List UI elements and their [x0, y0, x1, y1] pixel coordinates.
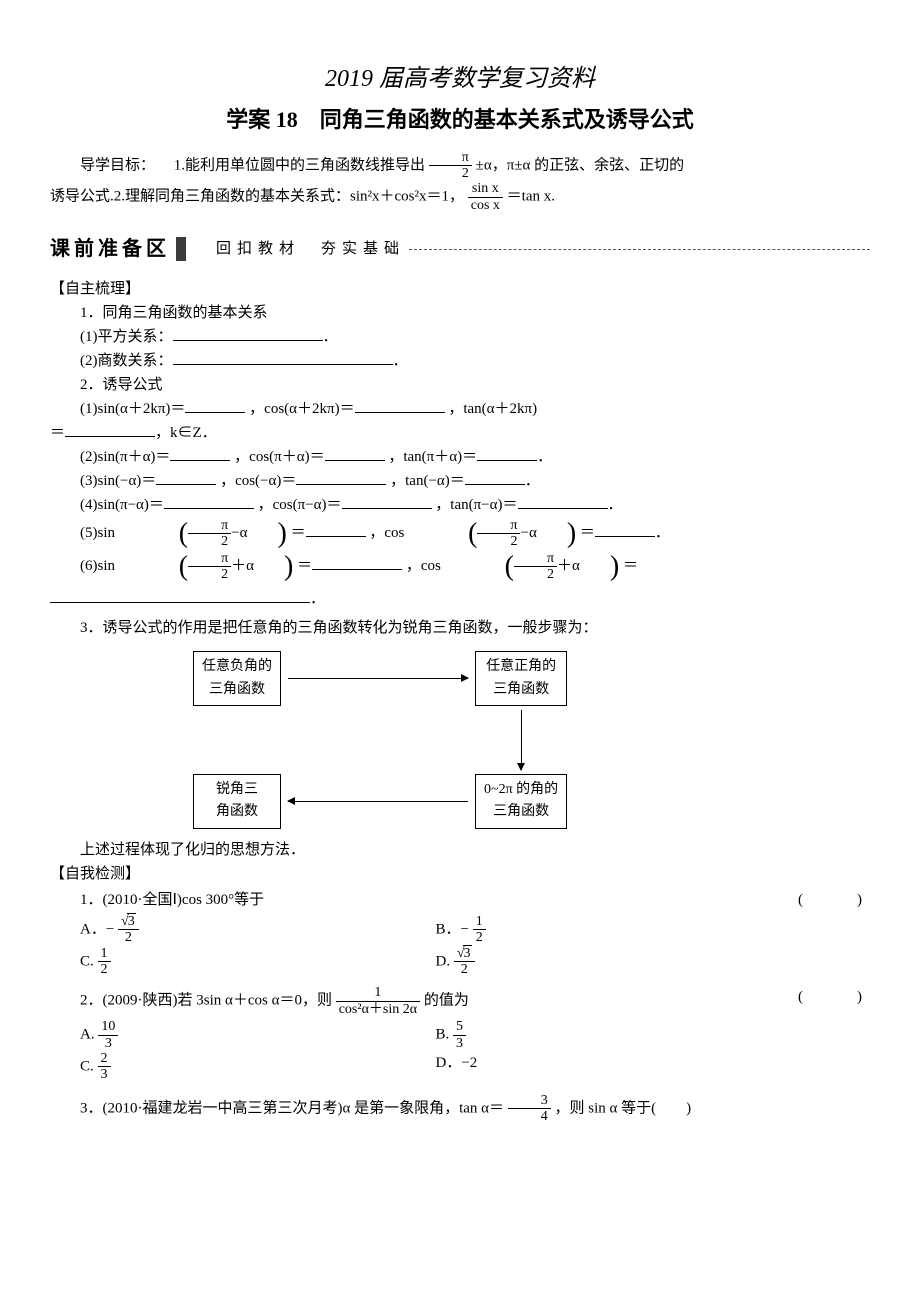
- q2-C: C.: [80, 1058, 94, 1074]
- banner-caption: 回扣教材 夯实基础: [216, 237, 405, 261]
- intro-line1b: ±α，π±α 的正弦、余弦、正切的: [476, 157, 685, 173]
- main-title: 2019 届高考数学复习资料: [50, 60, 870, 98]
- q1-C: C.: [80, 953, 94, 969]
- q2-D: D．−2: [436, 1055, 478, 1071]
- flow-box-2: 任意正角的 三角函数: [475, 651, 567, 706]
- frac-pi-2: π 2: [429, 150, 472, 182]
- intro-line2b: ＝tan x.: [507, 189, 555, 205]
- f1-cont: ＝，k∈Z．: [50, 421, 870, 445]
- f3: (3)sin(−α)＝ ，cos(−α)＝ ，tan(−α)＝．: [50, 469, 870, 493]
- q1-opts-row1: A．− 32 B．− 12: [80, 914, 870, 946]
- t1b: (2)商数关系：．: [50, 349, 870, 373]
- t3: 3．诱导公式的作用是把任意角的三角函数转化为锐角三角函数，一般步骤为：: [50, 616, 870, 640]
- f4: (4)sin(π−α)＝ ，cos(π−α)＝ ，tan(π−α)＝．: [50, 493, 870, 517]
- frac-sinx-cosx: sin x cos x: [468, 181, 503, 213]
- intro-label: 导学目标：: [80, 157, 155, 173]
- section-banner: 课前准备区 回扣教材 夯实基础: [50, 233, 870, 265]
- t2: 2．诱导公式: [50, 373, 870, 397]
- t3b: 上述过程体现了化归的思想方法．: [50, 838, 870, 862]
- intro-block: 导学目标： 1.能利用单位圆中的三角函数线推导出 π 2 ±α，π±α 的正弦、…: [50, 150, 870, 214]
- flow-box-1: 任意负角的 三角函数: [193, 651, 281, 706]
- ziwo-heading: 【自我检测】: [50, 862, 870, 886]
- banner-bar: [176, 237, 186, 261]
- q2: 2．(2009·陕西)若 3sin α＋cos α＝0，则 1cos²α＋sin…: [80, 985, 870, 1017]
- f1: (1)sin(α＋2kπ)＝ ，cos(α＋2kπ)＝ ，tan(α＋2kπ): [50, 397, 870, 421]
- flow-diagram: 任意负角的 三角函数 任意正角的 三角函数 锐角三 角函数: [190, 648, 570, 832]
- q2-B: B.: [436, 1027, 450, 1043]
- q1-paren: ( ): [798, 888, 870, 912]
- q2-paren: ( ): [798, 985, 870, 1017]
- q1: 1．(2010·全国Ⅰ)cos 300°等于 ( ): [80, 888, 870, 912]
- q2-opts-row1: A. 103 B. 53: [80, 1019, 870, 1051]
- arrow-down-icon: [521, 710, 522, 770]
- q2-A: A.: [80, 1027, 95, 1043]
- q1-opts-row2: C. 12 D. 32: [80, 946, 870, 978]
- intro-line2a: 诱导公式.2.理解同角三角函数的基本关系式：sin²x＋cos²x＝1，: [50, 189, 464, 205]
- f2: (2)sin(π＋α)＝ ，cos(π＋α)＝ ，tan(π＋α)＝．: [50, 445, 870, 469]
- q1-A: A．−: [80, 921, 114, 937]
- flow-box-3: 锐角三 角函数: [193, 774, 281, 829]
- q2-opts-row2: C. 23 D．−2: [80, 1051, 870, 1083]
- arrow-right-icon: [288, 678, 468, 679]
- zizhu-heading: 【自主梳理】: [50, 277, 870, 301]
- q1-D: D.: [436, 953, 451, 969]
- t1: 1．同角三角函数的基本关系: [50, 301, 870, 325]
- q1-text: 1．(2010·全国Ⅰ)cos 300°等于: [80, 888, 264, 912]
- t1a: (1)平方关系：．: [50, 325, 870, 349]
- arrow-left-icon: [288, 801, 468, 802]
- banner-line: [409, 249, 870, 250]
- flow-box-4: 0~2π 的角的 三角函数: [475, 774, 567, 829]
- q1-B: B．−: [436, 921, 469, 937]
- sub-title: 学案 18 同角三角函数的基本关系式及诱导公式: [50, 102, 870, 137]
- banner-label: 课前准备区: [50, 233, 176, 265]
- f6: (6)sin (π2＋α) ＝ ，cos (π2＋α) ＝．: [50, 550, 870, 616]
- q2-text: 2．(2009·陕西)若 3sin α＋cos α＝0，则 1cos²α＋sin…: [80, 985, 469, 1017]
- intro-line1a: 1.能利用单位圆中的三角函数线推导出: [174, 157, 425, 173]
- f5: (5)sin (π2−α) ＝ ，cos (π2−α) ＝．: [50, 517, 870, 550]
- q3: 3．(2010·福建龙岩一中高三第三次月考)α 是第一象限角，tan α＝ 34…: [50, 1093, 870, 1125]
